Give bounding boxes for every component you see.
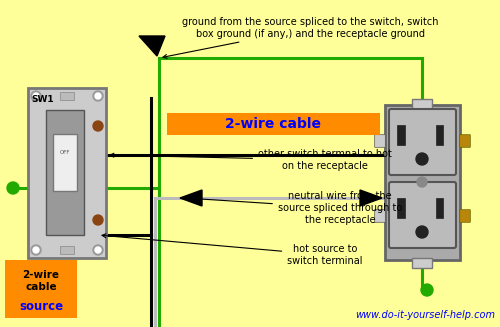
Circle shape bbox=[95, 93, 101, 99]
Circle shape bbox=[417, 177, 427, 187]
FancyBboxPatch shape bbox=[167, 113, 380, 135]
FancyBboxPatch shape bbox=[46, 110, 84, 235]
Bar bbox=[397, 125, 405, 145]
Text: hot source to
switch terminal: hot source to switch terminal bbox=[102, 234, 363, 266]
FancyBboxPatch shape bbox=[389, 182, 456, 248]
FancyBboxPatch shape bbox=[389, 109, 456, 175]
FancyBboxPatch shape bbox=[385, 105, 460, 260]
Circle shape bbox=[31, 91, 41, 101]
Bar bbox=[436, 198, 443, 218]
Text: OFF: OFF bbox=[60, 150, 70, 156]
Circle shape bbox=[31, 245, 41, 255]
Text: www.do-it-yourself-help.com: www.do-it-yourself-help.com bbox=[355, 310, 495, 320]
Text: source: source bbox=[19, 300, 63, 313]
Circle shape bbox=[93, 215, 103, 225]
Circle shape bbox=[7, 182, 19, 194]
FancyBboxPatch shape bbox=[374, 135, 386, 147]
FancyBboxPatch shape bbox=[60, 246, 74, 254]
Bar bbox=[397, 198, 405, 218]
FancyBboxPatch shape bbox=[460, 210, 470, 222]
Polygon shape bbox=[180, 190, 202, 206]
FancyBboxPatch shape bbox=[412, 99, 432, 109]
Circle shape bbox=[421, 284, 433, 296]
Circle shape bbox=[416, 153, 428, 165]
FancyBboxPatch shape bbox=[5, 260, 77, 318]
Circle shape bbox=[93, 121, 103, 131]
Text: 2-wire cable: 2-wire cable bbox=[225, 117, 321, 131]
FancyBboxPatch shape bbox=[460, 135, 470, 147]
FancyBboxPatch shape bbox=[412, 258, 432, 268]
Circle shape bbox=[93, 91, 103, 101]
Circle shape bbox=[93, 245, 103, 255]
FancyBboxPatch shape bbox=[53, 134, 77, 191]
Polygon shape bbox=[360, 190, 382, 206]
Polygon shape bbox=[139, 36, 165, 56]
Text: SW1: SW1 bbox=[31, 95, 54, 104]
FancyBboxPatch shape bbox=[28, 88, 106, 258]
Circle shape bbox=[33, 93, 39, 99]
Bar bbox=[436, 125, 443, 145]
Circle shape bbox=[95, 247, 101, 253]
FancyBboxPatch shape bbox=[374, 210, 386, 222]
Text: neutral wire from the
source spliced through to
the receptacle: neutral wire from the source spliced thr… bbox=[189, 191, 402, 225]
Circle shape bbox=[33, 247, 39, 253]
Text: other switch termnal to hot
on the receptacle: other switch termnal to hot on the recep… bbox=[110, 149, 392, 171]
FancyBboxPatch shape bbox=[60, 92, 74, 100]
Text: ground from the source spliced to the switch, switch
box ground (if any,) and th: ground from the source spliced to the sw… bbox=[163, 17, 438, 58]
Text: 2-wire
cable: 2-wire cable bbox=[22, 270, 60, 292]
Circle shape bbox=[416, 226, 428, 238]
